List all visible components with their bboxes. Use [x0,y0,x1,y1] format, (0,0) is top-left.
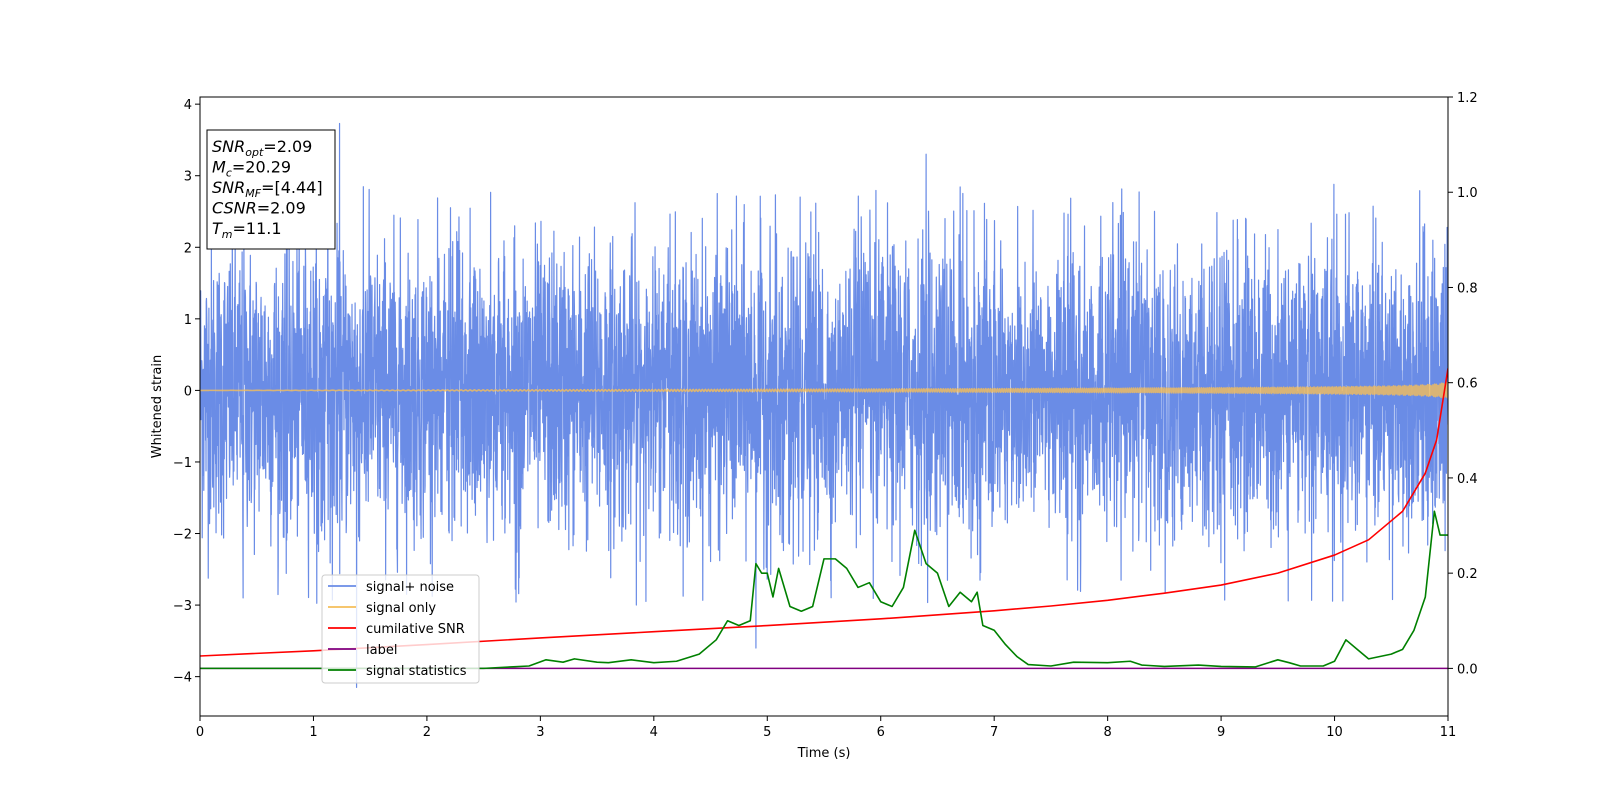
y2-tick-label: 0.2 [1457,567,1478,582]
annotation-line: Tm=11.1 [212,219,282,241]
y-tick-label: 1 [184,313,192,328]
axes-frame [199,96,1449,717]
legend-label: signal statistics [366,664,467,679]
x-tick-label: 10 [1326,725,1343,740]
x-tick-label: 11 [1440,725,1457,740]
y-tick-label: −3 [173,599,192,614]
legend-label: signal+ noise [366,580,454,595]
series-line-0 [200,122,1448,688]
y2-tick-label: 1.2 [1457,91,1478,106]
x-tick-label: 6 [877,725,885,740]
x-tick-label: 7 [990,725,998,740]
series-line-1 [200,382,1448,399]
y-axis-label: Whitened strain [150,355,165,458]
y-tick-label: −4 [173,671,192,686]
annotation-line: CSNR=2.09 [212,199,306,218]
y2-tick-label: 0.6 [1457,377,1478,392]
legend: signal+ noise signal only cumilative SNR la… [321,574,480,684]
y-tick-label: 0 [184,384,192,399]
y-tick-label: −2 [173,528,192,543]
x-tick-label: 9 [1217,725,1225,740]
x-tick-label: 4 [650,725,658,740]
series-line-2 [200,368,1448,657]
y2-tick-label: 0.0 [1457,662,1478,677]
x-tick-label: 3 [536,725,544,740]
x-tick-label: 2 [423,725,431,740]
x-tick-label: 8 [1103,725,1111,740]
annotation-line: SNRMF=[4.44] [212,178,323,200]
series-line-4 [200,510,1448,670]
annotation-line: SNRopt=2.09 [212,137,312,159]
legend-label: cumilative SNR [366,622,465,637]
y-tick-label: −1 [173,456,192,471]
annotation-frame [206,129,336,250]
y2-tick-label: 0.4 [1457,472,1478,487]
x-axis-label: Time (s) [797,746,851,761]
legend-label: label [366,643,397,658]
y-tick-label: 4 [184,98,192,113]
legend-frame [321,574,480,684]
x-tick-label: 1 [309,725,317,740]
y-tick-label: 3 [184,170,192,185]
y-tick-label: 2 [184,241,192,256]
axes: 0 1 2 3 4 5 6 7 8 9 10 11 −4 −3 −2 −1 0 1 2 3 4 0.0 0.2 0.4 0.6 0… [150,91,1478,761]
x-tick-label: 0 [196,725,204,740]
y2-tick-label: 0.8 [1457,281,1478,296]
legend-label: signal only [366,601,436,616]
annotation-line: Mc=20.29 [212,158,291,180]
annotation-box: SNRopt=2.09Mc=20.29SNRMF=[4.44]CSNR=2.09… [206,129,336,250]
y2-tick-label: 1.0 [1457,186,1478,201]
x-tick-label: 5 [763,725,771,740]
